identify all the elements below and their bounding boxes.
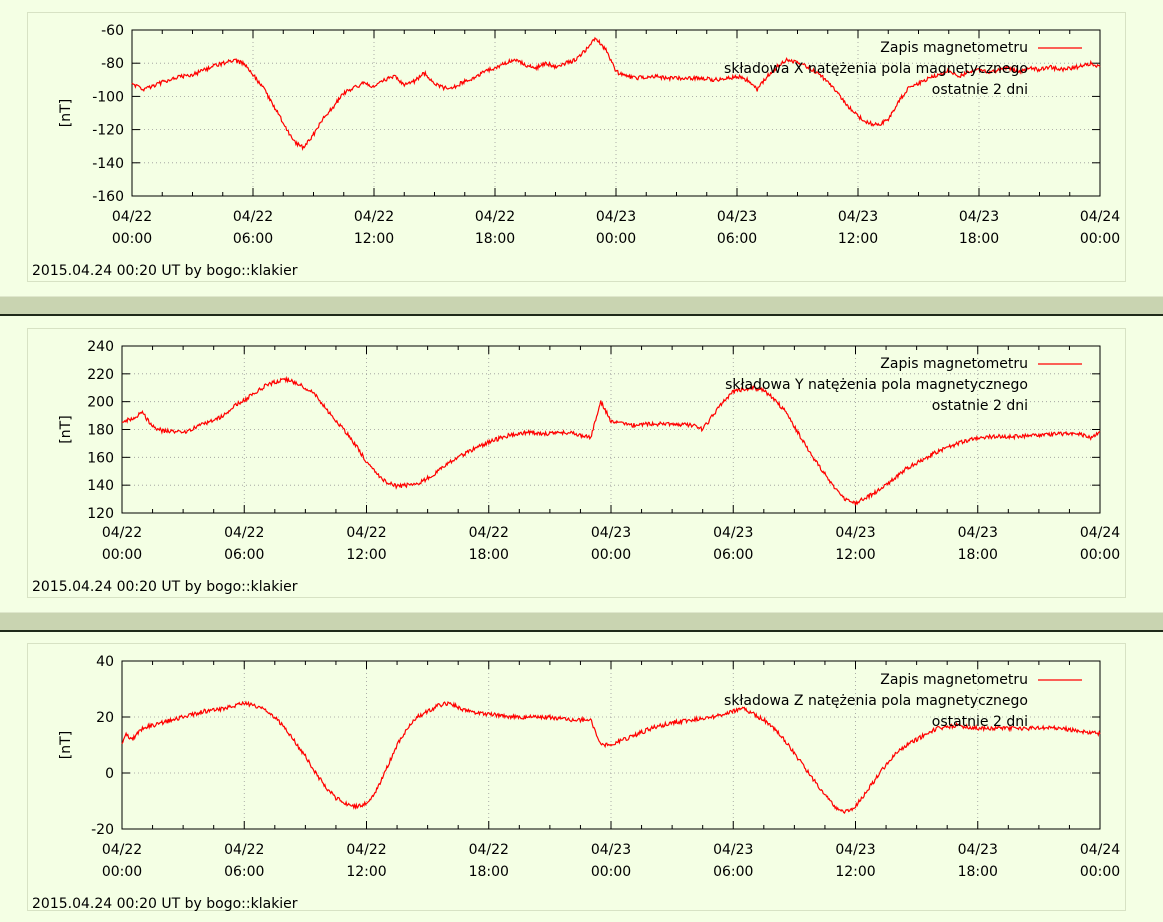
x-tick-label-date: 04/24 (1080, 209, 1120, 225)
x-tick-label-time: 00:00 (102, 547, 142, 563)
x-tick-label-date: 04/22 (102, 525, 142, 541)
series-line-magnetometer (121, 375, 1101, 506)
x-tick-label-date: 04/22 (233, 209, 273, 225)
x-tick-label-date: 04/23 (835, 525, 875, 541)
magnetometer-chart-x: -60 -80 -100 -120 -140 -160 04/22 00:00 04/22 06:… (32, 23, 1120, 279)
x-tick-label-date: 04/24 (1080, 842, 1120, 858)
x-tick-label-time: 12:00 (835, 547, 875, 563)
x-tick-label-date: 04/23 (717, 209, 757, 225)
x-tick-label-date: 04/23 (591, 525, 631, 541)
x-tick-label-time: 18:00 (469, 864, 509, 880)
x-tick-label-date: 04/23 (958, 525, 998, 541)
y-axis-label: [nT] (58, 415, 74, 443)
x-tick-label-time: 00:00 (591, 864, 631, 880)
x-tick-label-time: 18:00 (469, 547, 509, 563)
y-tick-label: 140 (87, 478, 114, 494)
x-tick-label-time: 00:00 (102, 864, 142, 880)
panel-frame-z (27, 643, 1126, 911)
x-tick-label-time: 12:00 (838, 231, 878, 247)
x-tick-label-time: 00:00 (1080, 547, 1120, 563)
x-tick-label-date: 04/23 (835, 842, 875, 858)
y-axis-label: [nT] (58, 731, 74, 759)
x-tick-label-time: 00:00 (596, 231, 636, 247)
y-tick-label: -120 (92, 123, 124, 139)
x-tick-label-date: 04/23 (838, 209, 878, 225)
legend-subtitle: składowa X natężenia pola magnetycznego (724, 61, 1028, 77)
y-tick-label: -60 (101, 23, 124, 39)
x-tick-label-date: 04/23 (713, 525, 753, 541)
credit-text: 2015.04.24 00:20 UT by bogo::klakier (32, 263, 298, 279)
y-tick-label: 220 (87, 367, 114, 383)
y-tick-label: -160 (92, 189, 124, 205)
x-tick-label-date: 04/22 (102, 842, 142, 858)
x-tick-label-time: 00:00 (1080, 864, 1120, 880)
legend-subtitle: składowa Z natężenia pola magnetycznego (724, 693, 1028, 709)
y-tick-label: 120 (87, 506, 114, 522)
y-tick-label: -20 (91, 822, 114, 838)
legend-subtitle: ostatnie 2 dni (932, 714, 1028, 730)
x-tick-label-date: 04/22 (346, 525, 386, 541)
x-tick-label-date: 04/22 (469, 842, 509, 858)
y-tick-label: -100 (92, 89, 124, 105)
legend-entry: Zapis magnetometru (880, 672, 1028, 688)
y-tick-label: 160 (87, 450, 114, 466)
x-tick-label-date: 04/23 (958, 842, 998, 858)
x-tick-label-date: 04/22 (112, 209, 152, 225)
x-tick-label-date: 04/23 (959, 209, 999, 225)
y-tick-label: 240 (87, 339, 114, 355)
y-tick-label: 180 (87, 423, 114, 439)
legend-entry: Zapis magnetometru (880, 40, 1028, 56)
x-tick-label-time: 06:00 (717, 231, 757, 247)
legend-subtitle: ostatnie 2 dni (932, 398, 1028, 414)
x-tick-label-time: 12:00 (346, 547, 386, 563)
x-tick-label-time: 18:00 (475, 231, 515, 247)
x-tick-label-time: 12:00 (835, 864, 875, 880)
x-tick-label-time: 00:00 (112, 231, 152, 247)
panel-frame-x (27, 12, 1126, 282)
legend-subtitle: ostatnie 2 dni (932, 82, 1028, 98)
x-tick-label-time: 06:00 (224, 547, 264, 563)
x-tick-label-date: 04/24 (1080, 525, 1120, 541)
magnetometer-chart-y: 240 220 200 180 160 140 120 04/22 00:00 04/22 06:0… (32, 339, 1120, 595)
x-tick-label-date: 04/22 (224, 842, 264, 858)
legend-entry: Zapis magnetometru (880, 356, 1028, 372)
x-tick-label-date: 04/22 (475, 209, 515, 225)
series-line-magnetometer (121, 700, 1101, 815)
y-tick-label: 200 (87, 395, 114, 411)
panel-separator (0, 296, 1163, 316)
x-tick-label-date: 04/22 (346, 842, 386, 858)
x-tick-label-time: 12:00 (346, 864, 386, 880)
panel-separator (0, 612, 1163, 632)
x-tick-label-time: 00:00 (1080, 231, 1120, 247)
x-tick-label-time: 18:00 (958, 864, 998, 880)
x-tick-label-time: 06:00 (224, 864, 264, 880)
credit-text: 2015.04.24 00:20 UT by bogo::klakier (32, 579, 298, 595)
y-tick-label: -140 (92, 156, 124, 172)
x-tick-label-date: 04/22 (354, 209, 394, 225)
x-tick-label-date: 04/22 (469, 525, 509, 541)
credit-text: 2015.04.24 00:20 UT by bogo::klakier (32, 896, 298, 912)
y-tick-label: 0 (105, 766, 114, 782)
x-tick-label-time: 06:00 (713, 864, 753, 880)
y-axis-label: [nT] (58, 99, 74, 127)
x-tick-label-time: 06:00 (713, 547, 753, 563)
series-line-magnetometer (131, 36, 1101, 152)
x-tick-label-date: 04/23 (713, 842, 753, 858)
x-tick-label-date: 04/23 (591, 842, 631, 858)
legend-subtitle: składowa Y natężenia pola magnetycznego (725, 377, 1028, 393)
panel-frame-y (27, 328, 1126, 598)
y-tick-label: 20 (96, 710, 114, 726)
y-tick-label: -80 (101, 56, 124, 72)
x-tick-label-time: 18:00 (958, 547, 998, 563)
x-tick-label-date: 04/23 (596, 209, 636, 225)
x-tick-label-time: 12:00 (354, 231, 394, 247)
x-tick-label-time: 00:00 (591, 547, 631, 563)
magnetometer-chart-z: 40 20 0 -20 04/22 00:00 04/22 06:00 04/22 12:00 04… (32, 654, 1120, 912)
x-tick-label-time: 06:00 (233, 231, 273, 247)
y-tick-label: 40 (96, 654, 114, 670)
x-tick-label-date: 04/22 (224, 525, 264, 541)
x-tick-label-time: 18:00 (959, 231, 999, 247)
